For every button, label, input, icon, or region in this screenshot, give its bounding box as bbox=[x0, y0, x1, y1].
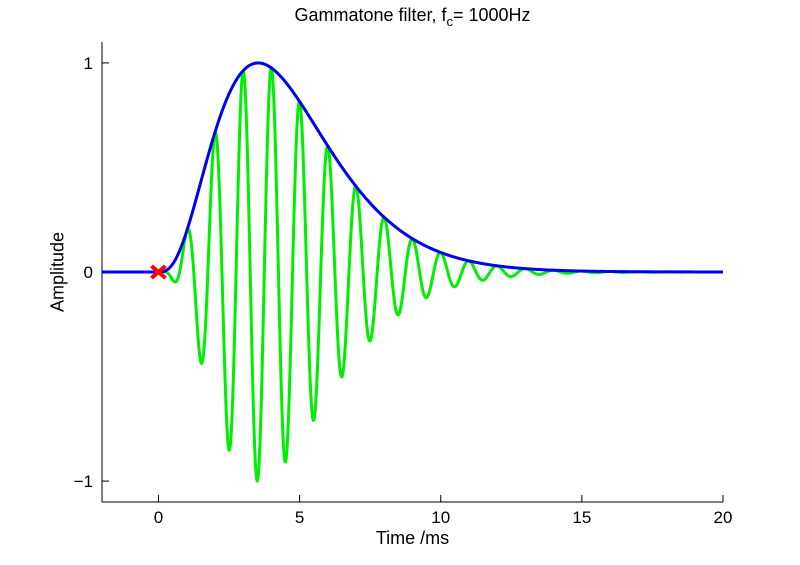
x-tick-label: 0 bbox=[154, 508, 163, 527]
y-tick-label: 1 bbox=[84, 54, 93, 73]
x-tick-label: 15 bbox=[572, 508, 591, 527]
y-tick-label: −1 bbox=[74, 472, 93, 491]
impulse-response-line bbox=[157, 66, 724, 483]
x-axis-label: Time /ms bbox=[375, 528, 450, 548]
x-tick-label: 20 bbox=[714, 508, 733, 527]
x-tick-label: 5 bbox=[295, 508, 304, 527]
y-axis-label: Amplitude bbox=[47, 231, 68, 313]
plot-title-suffix: = 1000Hz bbox=[453, 5, 531, 25]
origin-marker-x bbox=[150, 264, 167, 280]
x-tick-label: 10 bbox=[431, 508, 450, 527]
envelope-line bbox=[101, 61, 724, 274]
y-tick-label: 0 bbox=[84, 263, 93, 282]
plot-title-subscript: c bbox=[446, 14, 454, 29]
plot-title-prefix: Gammatone filter, f bbox=[294, 5, 447, 25]
plot-title: Gammatone filter, fc= 1000Hz bbox=[102, 5, 723, 29]
